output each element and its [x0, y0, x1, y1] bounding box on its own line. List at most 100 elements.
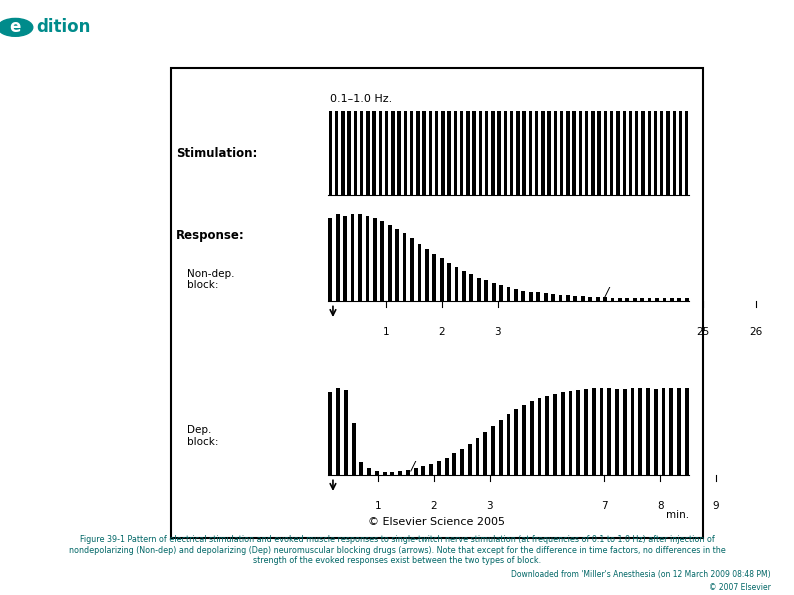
Bar	[662, 299, 666, 301]
Bar	[542, 111, 545, 195]
Bar	[646, 388, 650, 475]
Bar	[416, 111, 419, 195]
Bar	[380, 221, 384, 301]
Bar	[375, 471, 379, 475]
Text: min.: min.	[666, 511, 689, 520]
Bar	[365, 216, 369, 301]
Bar	[498, 111, 501, 195]
Text: Dep.
block:: Dep. block:	[187, 425, 218, 447]
Bar	[615, 389, 619, 475]
Text: © Elsevier Science 2005: © Elsevier Science 2005	[368, 516, 505, 527]
Bar	[529, 111, 532, 195]
Bar	[372, 111, 376, 195]
Bar	[616, 111, 619, 195]
Text: 25: 25	[696, 327, 709, 337]
Bar	[622, 389, 626, 475]
Bar	[344, 390, 348, 475]
Bar	[618, 298, 622, 301]
Text: Response:: Response:	[176, 230, 245, 242]
Text: /: /	[410, 460, 415, 472]
Bar	[460, 449, 464, 475]
Text: 8: 8	[657, 501, 664, 511]
Bar	[648, 111, 651, 195]
Bar	[596, 297, 599, 301]
Bar	[403, 111, 407, 195]
Bar	[366, 111, 369, 195]
Bar	[592, 111, 595, 195]
Bar	[673, 111, 676, 195]
Bar	[522, 111, 526, 195]
Text: Stimulation:: Stimulation:	[176, 146, 257, 159]
Bar	[414, 468, 418, 475]
Bar	[491, 283, 495, 301]
Text: 26: 26	[750, 327, 762, 337]
Bar	[548, 111, 551, 195]
Bar	[610, 111, 614, 195]
Bar	[685, 111, 688, 195]
Text: 1: 1	[375, 501, 381, 511]
Bar	[581, 296, 584, 301]
Bar	[336, 214, 340, 301]
Bar	[685, 299, 688, 301]
Bar	[551, 294, 555, 301]
Bar	[455, 267, 458, 301]
Bar	[626, 298, 629, 301]
Bar	[670, 299, 674, 301]
Bar	[329, 218, 332, 301]
Bar	[329, 393, 332, 475]
Bar	[666, 111, 669, 195]
Bar	[460, 111, 464, 195]
Bar	[585, 111, 588, 195]
Bar	[573, 296, 577, 301]
Bar	[395, 229, 399, 301]
Bar	[522, 291, 526, 301]
Text: 2: 2	[439, 327, 445, 337]
Bar	[398, 111, 401, 195]
Bar	[592, 388, 596, 475]
Bar	[684, 388, 688, 475]
Bar	[677, 388, 681, 475]
Bar	[499, 286, 503, 301]
Bar	[545, 396, 549, 475]
Bar	[491, 427, 495, 475]
Bar	[538, 399, 542, 475]
Bar	[385, 111, 388, 195]
Bar	[360, 462, 364, 475]
Text: 3: 3	[495, 327, 501, 337]
Bar	[560, 111, 564, 195]
Circle shape	[0, 18, 33, 36]
Bar	[572, 111, 576, 195]
Bar	[437, 461, 441, 475]
Bar	[669, 388, 673, 475]
Bar	[468, 444, 472, 475]
Text: Downloaded from 'Miller's Anesthesia (on 12 March 2009 08:48 PM): Downloaded from 'Miller's Anesthesia (on…	[511, 570, 770, 579]
Bar	[347, 111, 351, 195]
Bar	[445, 458, 449, 475]
Bar	[561, 393, 565, 475]
Bar	[553, 111, 557, 195]
Bar	[453, 111, 457, 195]
Bar	[422, 466, 426, 475]
Text: Non-dep.
block:: Non-dep. block:	[187, 268, 234, 290]
Text: dition: dition	[37, 18, 91, 36]
Bar	[588, 297, 592, 301]
Bar	[507, 287, 511, 301]
Bar	[535, 111, 538, 195]
Bar	[491, 111, 495, 195]
Bar	[435, 111, 438, 195]
Bar	[410, 239, 414, 301]
Bar	[448, 111, 451, 195]
Bar	[655, 299, 659, 301]
Bar	[566, 295, 570, 301]
Bar	[383, 472, 387, 475]
Bar	[576, 390, 580, 475]
Text: 0.1–1.0 Hz.: 0.1–1.0 Hz.	[330, 93, 392, 104]
Text: Figure 39-1 Pattern of electrical stimulation and evoked muscle responses to sin: Figure 39-1 Pattern of electrical stimul…	[68, 536, 726, 565]
Text: 1: 1	[383, 327, 390, 337]
Bar	[633, 298, 637, 301]
Bar	[622, 111, 626, 195]
Bar	[566, 111, 569, 195]
Bar	[373, 218, 376, 301]
Bar	[648, 298, 652, 301]
Bar	[603, 111, 607, 195]
